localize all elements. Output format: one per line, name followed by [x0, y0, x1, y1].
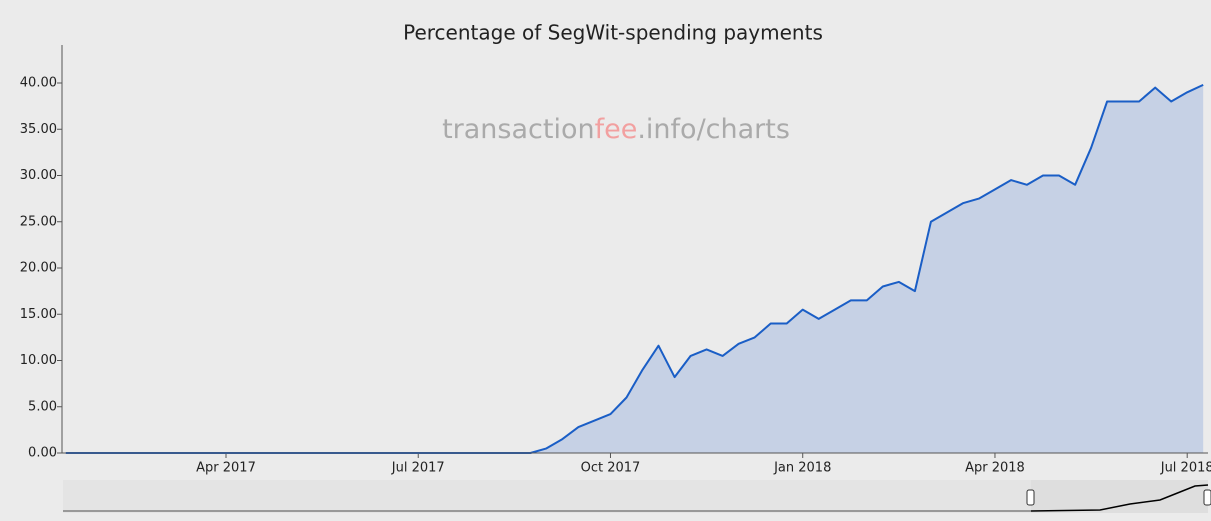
range-line — [1030, 484, 1209, 512]
watermark-part: transaction — [442, 114, 595, 145]
x-tick-label: Jul 2017 — [391, 461, 445, 476]
y-tick-label: 20.00 — [20, 261, 57, 276]
y-tick-label: 30.00 — [20, 168, 57, 183]
area — [65, 84, 1204, 454]
range-unselected — [63, 480, 1031, 513]
x-tick-label: Apr 2018 — [965, 461, 1025, 476]
range-selector[interactable] — [63, 480, 1211, 513]
x-tick-label: Jul 2018 — [1160, 461, 1211, 476]
y-tick-label: 10.00 — [20, 353, 57, 368]
range-handle-right[interactable] — [1203, 489, 1211, 506]
watermark-part: .info/charts — [637, 114, 790, 145]
range-handle-left[interactable] — [1026, 489, 1035, 506]
watermark: transactionfee.info/charts — [442, 114, 790, 145]
y-tick-label: 35.00 — [20, 122, 57, 137]
watermark-part: fee — [595, 114, 638, 145]
y-tick-label: 5.00 — [28, 399, 57, 414]
y-tick-label: 25.00 — [20, 214, 57, 229]
x-tick-label: Apr 2017 — [196, 461, 256, 476]
chart-title: Percentage of SegWit-spending payments — [403, 21, 823, 45]
y-tick-label: 15.00 — [20, 307, 57, 322]
x-tick-label: Jan 2018 — [773, 461, 831, 476]
x-tick-label: Oct 2017 — [581, 461, 641, 476]
y-tick-label: 40.00 — [20, 76, 57, 91]
plot-area: 0.00 5.00 10.00 15.00 20.00 25.00 30.00 35.00 40… — [20, 76, 1211, 476]
y-tick-label: 0.00 — [28, 446, 57, 461]
